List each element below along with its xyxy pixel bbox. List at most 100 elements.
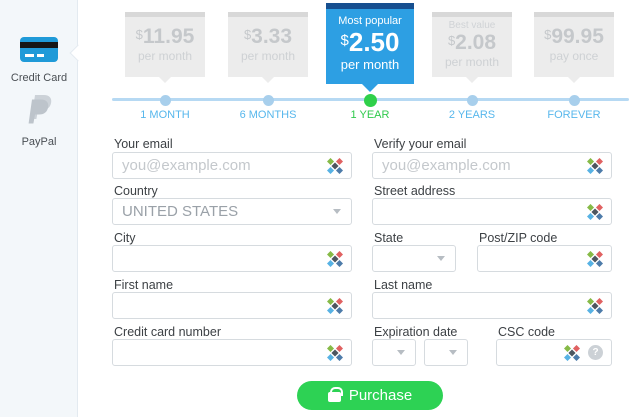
duration-label-forever[interactable]: FOREVER [547,109,601,121]
plan-2-years[interactable]: Best value $2.08 per month [432,12,512,83]
zip-field-box [477,245,612,272]
autofill-icon[interactable] [587,203,603,220]
country-value: UNITED STATES [122,203,239,220]
first-name-label: First name [114,278,174,292]
plan-topbar [432,12,512,17]
zip-input[interactable] [478,250,587,267]
autofill-icon[interactable] [587,250,603,267]
slider-dot-6-months[interactable] [263,95,274,106]
lock-icon [327,387,343,402]
autofill-icon[interactable] [327,250,343,267]
purchase-button[interactable]: Purchase [297,381,443,410]
payment-method-sidebar: Credit Card PayPal [0,0,78,417]
card-number-field-box [112,339,352,366]
plan-period: per month [340,57,400,72]
credit-card-stripe [20,42,58,48]
chevron-down-icon [449,350,457,355]
plan-topbar [534,12,614,17]
duration-label-1-month[interactable]: 1 MONTH [140,109,190,121]
credit-card-dash [25,54,34,57]
expiration-label: Expiration date [374,325,458,339]
street-label: Street address [374,184,456,198]
zip-label: Post/ZIP code [479,231,558,245]
plan-price: $2.50 [341,29,400,55]
csc-field-box: ? [496,339,612,366]
card-number-label: Credit card number [114,325,221,339]
last-name-label: Last name [374,278,433,292]
plan-currency: $ [544,27,552,42]
email-input[interactable] [113,157,327,174]
plan-period: per month [444,55,500,69]
plan-price: $99.95 [544,26,604,47]
plan-topbar [125,12,205,17]
first-name-input[interactable] [113,297,327,314]
duration-label-6-months[interactable]: 6 MONTHS [239,109,297,121]
csc-label: CSC code [498,325,555,339]
help-icon[interactable]: ? [588,345,603,360]
plan-period: per month [240,49,296,63]
plan-6-months[interactable]: $3.33 per month [228,12,308,83]
street-input[interactable] [373,203,587,220]
plan-period: pay once [549,49,599,63]
plan-topbar [228,12,308,17]
plan-forever[interactable]: $99.95 pay once [534,12,614,83]
plan-currency: $ [340,32,349,49]
plan-amount: 99.95 [551,25,604,48]
verify-email-input[interactable] [373,157,587,174]
plan-period: per month [137,49,193,63]
autofill-icon[interactable] [564,344,580,361]
slider-dot-1-month[interactable] [160,95,171,106]
expiration-year-select[interactable] [424,339,468,366]
plan-amount: 2.50 [348,27,400,57]
plan-price: $11.95 [136,26,195,47]
plan-currency: $ [243,27,252,42]
plan-price: $3.33 [244,26,292,47]
credit-card-dash [37,54,44,57]
csc-input[interactable] [497,344,564,361]
credit-card-label: Credit Card [10,72,68,84]
expiration-month-select[interactable] [372,339,416,366]
plan-amount: 3.33 [251,25,293,48]
country-select[interactable]: UNITED STATES [112,198,352,225]
sidebar-item-paypal[interactable]: PayPal [0,93,78,148]
autofill-icon[interactable] [327,344,343,361]
verify-email-field-box [372,152,612,179]
state-label: State [374,231,404,245]
last-name-input[interactable] [373,297,587,314]
duration-label-2-years[interactable]: 2 YEARS [448,109,496,121]
slider-dot-1-year-selected[interactable] [364,94,377,107]
autofill-icon[interactable] [327,157,343,174]
paypal-icon [28,95,52,124]
card-number-input[interactable] [113,344,327,361]
plan-1-month[interactable]: $11.95 per month [125,12,205,83]
city-label: City [114,231,136,245]
purchase-button-label: Purchase [348,387,413,404]
duration-label-1-year[interactable]: 1 YEAR [350,109,390,121]
city-input[interactable] [113,250,327,267]
plan-amount: 11.95 [142,25,195,48]
slider-dot-2-years[interactable] [467,95,478,106]
autofill-icon[interactable] [587,297,603,314]
plan-currency: $ [447,33,456,48]
credit-card-icon [20,37,58,62]
email-label: Your email [114,137,173,151]
plan-price: $2.08 [448,32,496,53]
slider-dot-forever[interactable] [569,95,580,106]
plan-1-year-selected[interactable]: Most popular $2.50 per month [326,3,414,92]
chevron-down-icon [397,350,405,355]
plan-badge: Best value [448,20,496,31]
street-field-box [372,198,612,225]
autofill-icon[interactable] [327,297,343,314]
plan-badge: Most popular [338,15,402,27]
state-select[interactable] [372,245,456,272]
email-field-box [112,152,352,179]
autofill-icon[interactable] [587,157,603,174]
city-field-box [112,245,352,272]
country-label: Country [114,184,158,198]
sidebar-item-credit-card[interactable]: Credit Card [0,37,78,84]
paypal-label: PayPal [21,136,57,148]
chevron-down-icon [437,256,445,261]
plan-amount: 2.08 [455,31,497,54]
last-name-field-box [372,292,612,319]
